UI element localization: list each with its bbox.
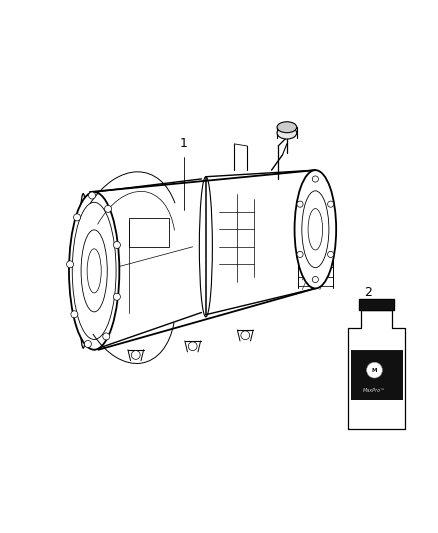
Polygon shape xyxy=(348,310,405,429)
Text: M: M xyxy=(372,368,377,373)
Text: 1: 1 xyxy=(180,138,188,150)
Circle shape xyxy=(188,342,197,351)
Circle shape xyxy=(113,241,120,248)
Ellipse shape xyxy=(79,193,88,348)
Circle shape xyxy=(328,252,334,257)
Circle shape xyxy=(328,201,334,207)
Bar xyxy=(129,219,169,247)
Circle shape xyxy=(312,277,318,282)
Circle shape xyxy=(241,331,250,340)
Bar xyxy=(351,350,403,400)
Circle shape xyxy=(312,176,318,182)
Polygon shape xyxy=(359,300,394,310)
Circle shape xyxy=(297,201,303,207)
Circle shape xyxy=(103,333,110,340)
Circle shape xyxy=(105,205,112,212)
Circle shape xyxy=(88,192,95,199)
Circle shape xyxy=(85,341,92,348)
Circle shape xyxy=(67,261,74,268)
Circle shape xyxy=(297,252,303,257)
Circle shape xyxy=(113,293,120,300)
Text: 2: 2 xyxy=(364,286,372,300)
Circle shape xyxy=(71,311,78,318)
Ellipse shape xyxy=(69,192,119,350)
Circle shape xyxy=(367,362,382,378)
Text: MaxPro™: MaxPro™ xyxy=(363,388,386,393)
Circle shape xyxy=(131,351,140,359)
Circle shape xyxy=(74,214,81,221)
Ellipse shape xyxy=(277,127,297,139)
Ellipse shape xyxy=(294,170,336,288)
Ellipse shape xyxy=(277,122,297,133)
